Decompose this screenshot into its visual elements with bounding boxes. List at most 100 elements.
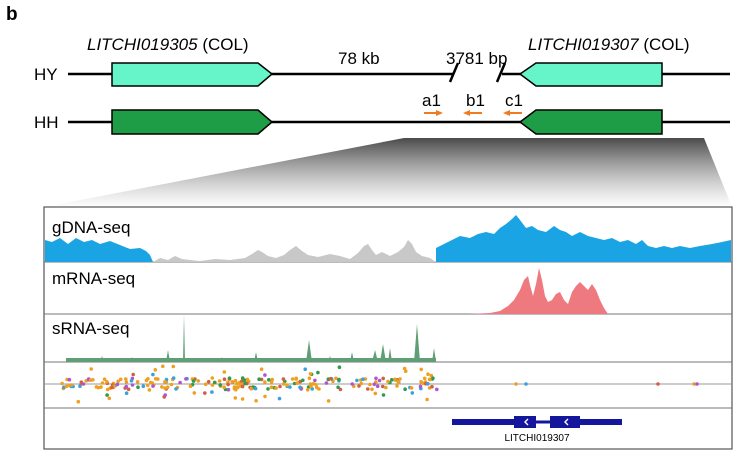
right-gene-title: LITCHI019307 (COL) [528,35,690,54]
read-dot [161,364,165,369]
srna-peak-5 [350,352,354,362]
read-dot [355,378,359,383]
read-dot [263,373,267,377]
read-dot [269,385,274,390]
read-dot [317,387,321,391]
read-dot [266,387,270,391]
read-dot [240,384,245,389]
read-dot [206,379,211,384]
read-dot [305,388,310,392]
read-dot [375,384,380,389]
read-dot [357,384,361,388]
read-dot [278,384,282,389]
right-gene-suffix: (COL) [643,35,689,54]
read-dot [230,380,234,384]
read-dot [118,377,123,382]
read-dot [274,386,278,390]
read-dot [310,387,315,391]
right-gap-distance: 3781 bp [446,49,507,68]
read-dot [151,384,155,388]
read-dot [309,384,313,388]
srna-peak-7 [380,344,386,362]
read-dot [130,383,135,387]
read-dot [217,379,222,383]
track-label-mrna: mRNA-seq [52,269,135,288]
read-dot [656,382,660,386]
read-dot [303,367,308,372]
gdna-coverage-grey [153,240,436,262]
read-dot [281,382,286,386]
hh-gene-litchi019307 [518,109,663,135]
read-dot [163,380,167,384]
read-dot [294,376,299,381]
read-dot [64,384,69,389]
read-dot [419,380,423,384]
read-dot [240,397,245,401]
read-dot [403,369,408,374]
read-dot [171,376,176,380]
read-dot [76,399,81,404]
read-dot [169,382,174,387]
read-dot [281,377,286,381]
srna-peak-2 [166,350,170,362]
read-dot [160,385,164,389]
read-dot [426,382,430,386]
primer-label-b1: b1 [466,91,485,110]
read-dot [196,379,200,383]
read-dot [233,396,238,400]
read-dot [359,381,364,386]
read-dot [218,383,222,387]
read-dot [100,381,105,385]
read-dot [410,391,415,395]
read-dot [422,376,427,381]
srna-peak-3 [254,352,258,362]
read-dot [380,384,385,389]
read-dot [295,381,300,386]
read-dot [153,368,158,372]
read-dot [337,377,341,382]
read-dot [263,380,267,384]
read-dot [192,391,197,395]
read-dot [419,367,424,372]
read-dot [435,387,439,392]
read-dot [334,376,338,381]
read-dot [153,377,158,381]
read-dot [429,373,434,378]
srna-coverage [66,314,436,362]
primer-label-a1: a1 [422,91,441,110]
read-dot [692,382,696,386]
reads-dot-track [60,364,699,404]
read-dot [124,377,128,381]
read-dot [227,376,232,381]
primer-arrow-a1 [424,110,443,116]
left-gene-title: LITCHI019305 (COL) [87,35,249,54]
read-dot [381,376,386,381]
hy-gene-litchi019305 [111,62,274,87]
read-dot [307,376,312,381]
gene-model-label: LITCHI019307 [504,433,569,444]
read-dot [110,385,114,390]
read-dot [234,387,238,392]
gdna-coverage-right [436,215,731,262]
read-dot [124,380,129,384]
read-dot [124,384,129,389]
read-dot [210,383,215,387]
track-label-gdna: gDNA-seq [52,218,130,237]
panel-label: b [6,4,18,25]
srna-peak-4 [306,340,312,362]
read-dot [210,376,215,380]
read-dot [350,382,355,386]
read-dot [402,366,407,371]
read-dot [426,372,430,377]
gdna-coverage-left [45,238,153,262]
read-dot [270,377,275,382]
track-label-srna: sRNA-seq [52,319,129,338]
read-dot [431,376,435,381]
read-dot [381,393,386,397]
read-dot [78,384,82,389]
read-dot [144,378,149,383]
read-dot [178,380,182,385]
read-dot [390,378,394,382]
read-dot [203,382,208,387]
